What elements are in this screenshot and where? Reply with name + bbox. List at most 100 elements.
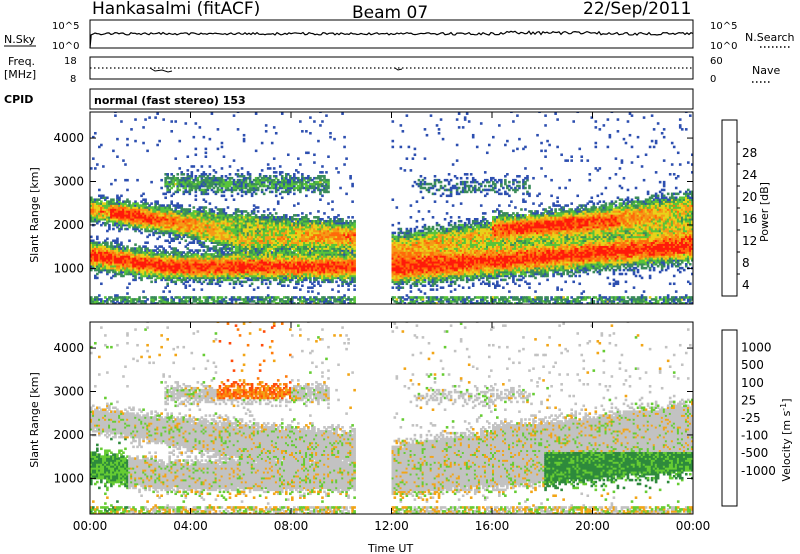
heatmap-cell	[238, 237, 242, 241]
heatmap-cell	[122, 210, 125, 213]
heatmap-cell	[202, 135, 206, 139]
heatmap-cell	[188, 276, 192, 280]
heatmap-cell	[206, 231, 210, 235]
heatmap-cell	[224, 227, 228, 231]
heatmap-cell	[232, 280, 236, 284]
heatmap-cell	[220, 253, 224, 256]
heatmap-cell	[160, 296, 163, 299]
heatmap-cell	[214, 217, 218, 221]
heatmap-cell	[184, 190, 188, 194]
heatmap-cell	[160, 204, 163, 207]
heatmap-cell	[186, 262, 190, 266]
heatmap-cell	[174, 255, 178, 258]
heatmap-cell	[170, 251, 174, 254]
heatmap-cell	[190, 296, 194, 299]
heatmap-cell	[120, 204, 123, 207]
heatmap-cell	[98, 261, 101, 264]
heatmap-cell	[238, 216, 242, 219]
heatmap-cell	[156, 225, 159, 229]
heatmap-cell	[236, 276, 240, 280]
heatmap-cell	[166, 184, 169, 188]
heatmap-cell	[202, 190, 206, 194]
heatmap-cell	[208, 233, 212, 237]
heatmap-cell	[232, 231, 236, 235]
heatmap-cell	[114, 259, 117, 262]
heatmap-cell	[170, 257, 174, 260]
heatmap-cell	[148, 251, 151, 254]
heatmap-cell	[138, 268, 141, 272]
heatmap-cell	[234, 210, 238, 213]
heatmap-cell	[164, 176, 167, 180]
heatmap-cell	[176, 274, 180, 278]
heatmap-cell	[196, 259, 200, 262]
heatmap-cell	[212, 274, 216, 278]
heatmap-cell	[150, 272, 153, 276]
heatmap-cell	[190, 274, 194, 278]
heatmap-cell	[196, 257, 200, 260]
heatmap-cell	[124, 212, 127, 215]
heatmap-cell	[238, 231, 242, 235]
heatmap-cell	[214, 264, 218, 268]
heatmap-cell	[164, 264, 167, 268]
heatmap-cell	[218, 261, 222, 264]
heatmap-cell	[208, 221, 212, 225]
heatmap-cell	[212, 210, 216, 213]
heatmap-cell	[216, 262, 220, 266]
heatmap-cell	[134, 208, 137, 211]
heatmap-cell	[236, 245, 240, 248]
heatmap-cell	[174, 182, 178, 186]
heatmap-cell	[146, 202, 149, 205]
heatmap-cell	[112, 202, 115, 205]
heatmap-cell	[134, 255, 137, 258]
heatmap-cell	[196, 169, 200, 172]
heatmap-cell	[208, 276, 212, 280]
heatmap-cell	[120, 264, 123, 268]
heatmap-cell	[120, 206, 123, 209]
heatmap-cell	[204, 216, 208, 219]
heatmap-cell	[224, 264, 228, 268]
heatmap-cell	[98, 247, 101, 250]
heatmap-cell	[124, 270, 127, 274]
heatmap-cell	[136, 255, 139, 258]
heatmap-cell	[90, 298, 93, 301]
heatmap-cell	[126, 245, 129, 248]
heatmap-cell	[166, 274, 169, 278]
heatmap-cell	[226, 182, 230, 186]
heatmap-cell	[130, 204, 133, 207]
heatmap-cell	[238, 296, 242, 299]
heatmap-cell	[218, 253, 222, 256]
heatmap-cell	[214, 182, 218, 186]
heatmap-cell	[206, 274, 210, 278]
heatmap-cell	[124, 217, 127, 221]
heatmap-cell	[92, 255, 95, 258]
heatmap-cell	[166, 268, 169, 272]
heatmap-cell	[106, 241, 109, 244]
heatmap-cell	[228, 278, 232, 282]
heatmap-cell	[274, 212, 278, 215]
heatmap-cell	[170, 173, 174, 176]
heatmap-cell	[132, 272, 135, 276]
heatmap-cell	[118, 202, 121, 205]
heatmap-cell	[319, 284, 322, 287]
heatmap-cell	[138, 255, 141, 258]
heatmap-cell	[116, 243, 119, 246]
heatmap-cell	[214, 266, 218, 270]
heatmap-cell	[142, 223, 145, 227]
heatmap-cell	[128, 264, 131, 268]
heatmap-cell	[132, 262, 135, 266]
heatmap-cell	[170, 217, 174, 221]
heatmap-cell	[192, 210, 196, 213]
heatmap-cell	[132, 210, 135, 213]
heatmap-cell	[222, 180, 226, 184]
heatmap-cell	[104, 241, 107, 244]
heatmap-cell	[214, 255, 218, 258]
heatmap-cell	[128, 225, 131, 229]
heatmap-cell	[212, 216, 216, 219]
heatmap-cell	[216, 147, 220, 151]
heatmap-cell	[96, 259, 99, 262]
heatmap-cell	[222, 231, 226, 235]
heatmap-cell	[172, 180, 176, 184]
heatmap-cell	[136, 257, 139, 260]
heatmap-cell	[216, 249, 220, 252]
heatmap-cell	[176, 255, 180, 258]
